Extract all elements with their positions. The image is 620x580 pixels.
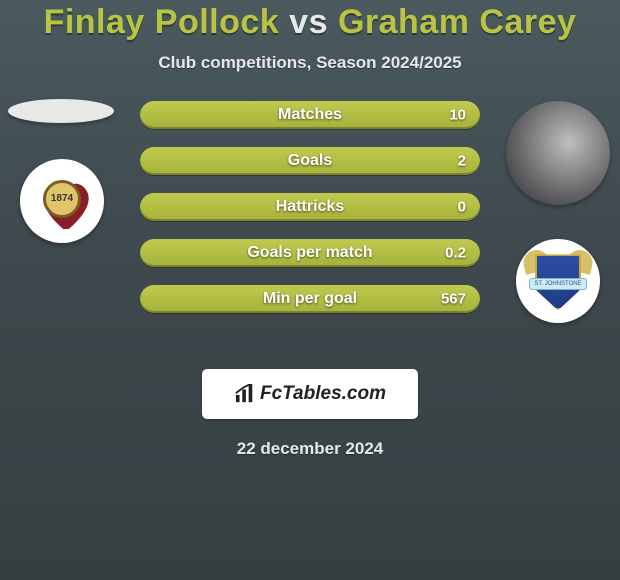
title-player1: Finlay Pollock	[44, 3, 280, 41]
stat-bar-value: 567	[441, 291, 466, 308]
crest-left: 1874	[20, 159, 104, 243]
stat-bar-value: 2	[458, 153, 466, 170]
stat-bar-value: 10	[449, 107, 466, 124]
watermark: FcTables.com	[202, 369, 418, 419]
stat-bar-label: Matches	[140, 106, 480, 124]
stat-bar: Goals per match 0.2	[140, 239, 480, 267]
st-johnstone-crest-icon: ST. JOHNSTONE F.C.	[525, 248, 591, 314]
stat-bar: Hattricks 0	[140, 193, 480, 221]
stat-bars: Matches 10 Goals 2 Hattricks 0 Goals per…	[140, 101, 480, 313]
crest-right-banner: ST. JOHNSTONE F.C.	[529, 278, 587, 290]
stats-stage: 1874 ST. JOHNSTONE F.C. Matches 10 Goals…	[0, 101, 620, 361]
crest-left-year: 1874	[43, 180, 81, 218]
stat-bar: Matches 10	[140, 101, 480, 129]
watermark-text: FcTables.com	[260, 383, 386, 405]
stat-bar-label: Min per goal	[140, 290, 480, 308]
stat-bar-label: Goals per match	[140, 244, 480, 262]
avatar-right	[506, 101, 610, 205]
stat-bar-label: Goals	[140, 152, 480, 170]
title-vs: vs	[289, 3, 328, 41]
subtitle: Club competitions, Season 2024/2025	[0, 53, 620, 73]
bar-chart-line-icon	[234, 384, 256, 404]
page-title: Finlay Pollock vs Graham Carey	[0, 4, 620, 41]
avatar-left	[8, 99, 114, 123]
stat-bar: Goals 2	[140, 147, 480, 175]
hearts-crest-icon: 1874	[30, 169, 94, 233]
crest-right: ST. JOHNSTONE F.C.	[516, 239, 600, 323]
snapshot-date: 22 december 2024	[0, 439, 620, 459]
title-player2: Graham Carey	[338, 3, 576, 41]
stat-bar-label: Hattricks	[140, 198, 480, 216]
stat-bar-value: 0.2	[445, 245, 466, 262]
comparison-card: Finlay Pollock vs Graham Carey Club comp…	[0, 0, 620, 580]
stat-bar: Min per goal 567	[140, 285, 480, 313]
stat-bar-value: 0	[458, 199, 466, 216]
